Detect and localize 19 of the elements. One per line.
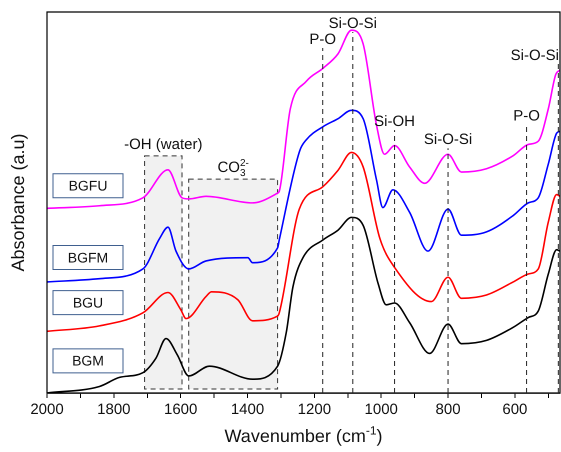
series-label: BGU [72,294,104,310]
ref-line-label: Si-O-Si [424,131,472,148]
x-tick-label: 1200 [298,401,332,418]
series-label: BGFM [68,249,108,266]
x-tick-label: 800 [436,401,461,418]
x-tick-label: 1600 [164,401,198,418]
x-tick-label: 600 [502,401,528,418]
x-tick-label: 1000 [364,401,398,418]
ref-line-label: P-O [513,107,540,124]
series-label: BGM [72,352,104,369]
x-tick-label: 2000 [30,401,64,418]
series-label: BGFU [68,178,108,194]
y-axis-title: Absorbance (a.u) [8,133,28,272]
ref-line-label: P-O [309,31,336,48]
ref-line-label: Si-O-Si [328,15,377,32]
x-tick-label: 1800 [97,401,131,418]
ref-line-label: Si-O-Si [510,47,560,64]
band-label: -OH (water) [124,136,202,153]
x-tick-label: 1400 [230,401,264,418]
